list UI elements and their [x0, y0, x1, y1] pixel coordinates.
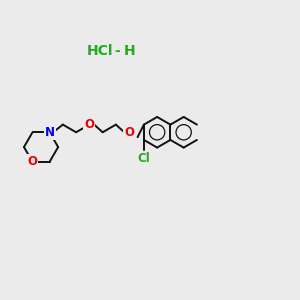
Text: O: O [84, 118, 94, 131]
Text: O: O [124, 126, 134, 139]
Text: O: O [28, 155, 38, 168]
Text: H: H [124, 44, 135, 58]
Text: Cl: Cl [137, 152, 150, 165]
Text: -: - [114, 44, 120, 58]
Text: HCl: HCl [87, 44, 113, 58]
Text: N: N [45, 126, 55, 139]
